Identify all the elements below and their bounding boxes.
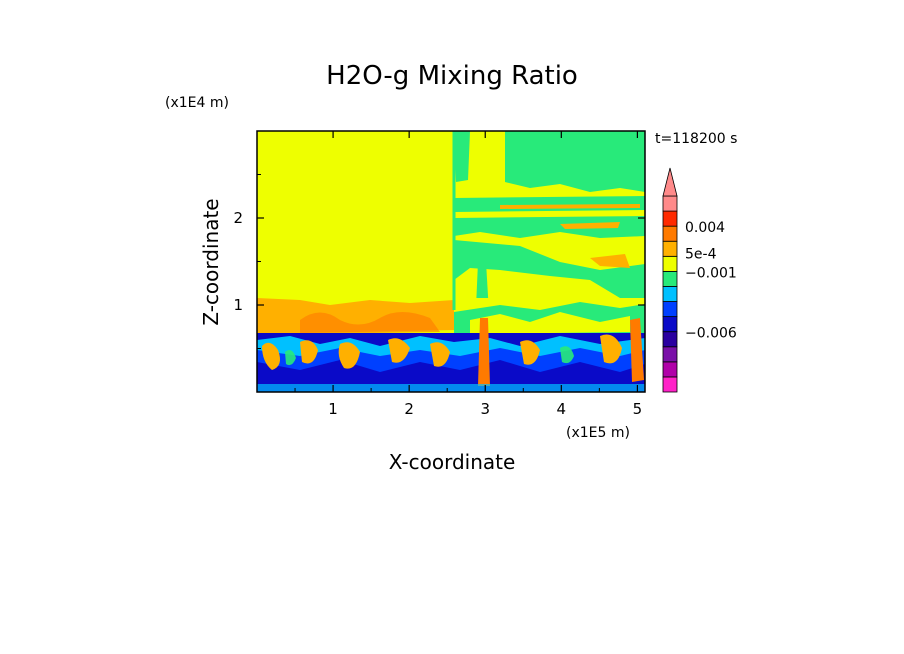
colorbar-label: −0.006 bbox=[685, 326, 737, 342]
y-axis-label: Z-coordinate bbox=[199, 198, 223, 325]
bl-green-2 bbox=[560, 346, 574, 364]
mid-yellow-right bbox=[470, 312, 630, 334]
x-axis-label: X-coordinate bbox=[389, 450, 516, 474]
colorbar-swatch bbox=[662, 301, 678, 318]
colorbar-label: 5e-4 bbox=[685, 246, 717, 262]
colorbar bbox=[662, 167, 678, 393]
green-streak-upper bbox=[454, 131, 470, 182]
colorbar-label: −0.001 bbox=[685, 265, 737, 281]
colorbar-swatch bbox=[662, 331, 678, 348]
green-band-1 bbox=[454, 196, 645, 212]
x-tick-label: 4 bbox=[557, 400, 567, 418]
colorbar-swatch bbox=[662, 270, 678, 287]
colorbar-swatch bbox=[662, 225, 678, 242]
bl-orange-3 bbox=[338, 342, 360, 369]
colorbar-labels: 0.004 5e-4 −0.001 −0.006 bbox=[685, 220, 737, 342]
colorbar-swatch bbox=[662, 286, 678, 302]
colorbar-label: 0.004 bbox=[685, 220, 725, 236]
bl-orange-5 bbox=[430, 342, 450, 367]
x-unit-label: (x1E5 m) bbox=[566, 425, 630, 441]
y-unit-label: (x1E4 m) bbox=[165, 95, 229, 111]
colorbar-swatch bbox=[662, 361, 678, 378]
x-axis: 1 2 3 4 5 bbox=[294, 131, 643, 418]
bl-bottom-cyan bbox=[257, 384, 645, 392]
bl-orange-1 bbox=[262, 342, 280, 370]
y-tick-label: 2 bbox=[233, 209, 243, 227]
colorbar-swatch bbox=[662, 255, 678, 272]
chart-title: H2O-g Mixing Ratio bbox=[326, 61, 578, 91]
orange-streak-3 bbox=[590, 254, 630, 268]
x-tick-label: 5 bbox=[633, 400, 643, 418]
region-upper-left bbox=[257, 131, 454, 306]
y-axis: 12 bbox=[233, 174, 645, 349]
bl-orange-6 bbox=[520, 340, 540, 365]
bl-green-1 bbox=[285, 350, 296, 366]
bl-orange-plume bbox=[478, 318, 490, 386]
heatmap-field bbox=[257, 131, 645, 392]
orange-streak-2 bbox=[560, 222, 620, 229]
y-tick-label: 1 bbox=[233, 296, 243, 314]
bl-orange-2 bbox=[300, 340, 318, 364]
x-tick-label: 1 bbox=[328, 400, 338, 418]
green-band-2 bbox=[454, 216, 645, 238]
colorbar-swatch bbox=[662, 346, 678, 363]
orange-streak-1 bbox=[500, 204, 640, 209]
colorbar-swatch bbox=[662, 195, 678, 212]
green-streak-top bbox=[505, 131, 645, 192]
bl-orange-7 bbox=[600, 334, 622, 364]
green-band-3 bbox=[454, 240, 645, 300]
bl-orange-4 bbox=[388, 338, 410, 363]
colorbar-swatch bbox=[662, 210, 678, 227]
x-tick-label: 2 bbox=[404, 400, 414, 418]
time-label: t=118200 s bbox=[655, 131, 737, 147]
colorbar-swatch bbox=[662, 316, 678, 333]
colorbar-extend-arrow bbox=[662, 167, 678, 197]
x-tick-label: 3 bbox=[480, 400, 490, 418]
mid-orange-swirl bbox=[300, 312, 440, 334]
colorbar-swatch bbox=[662, 376, 678, 393]
colorbar-swatch bbox=[662, 240, 678, 257]
bl-orange-right bbox=[630, 318, 644, 382]
